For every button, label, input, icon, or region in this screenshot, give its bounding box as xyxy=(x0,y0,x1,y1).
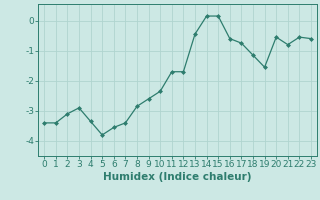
X-axis label: Humidex (Indice chaleur): Humidex (Indice chaleur) xyxy=(103,172,252,182)
